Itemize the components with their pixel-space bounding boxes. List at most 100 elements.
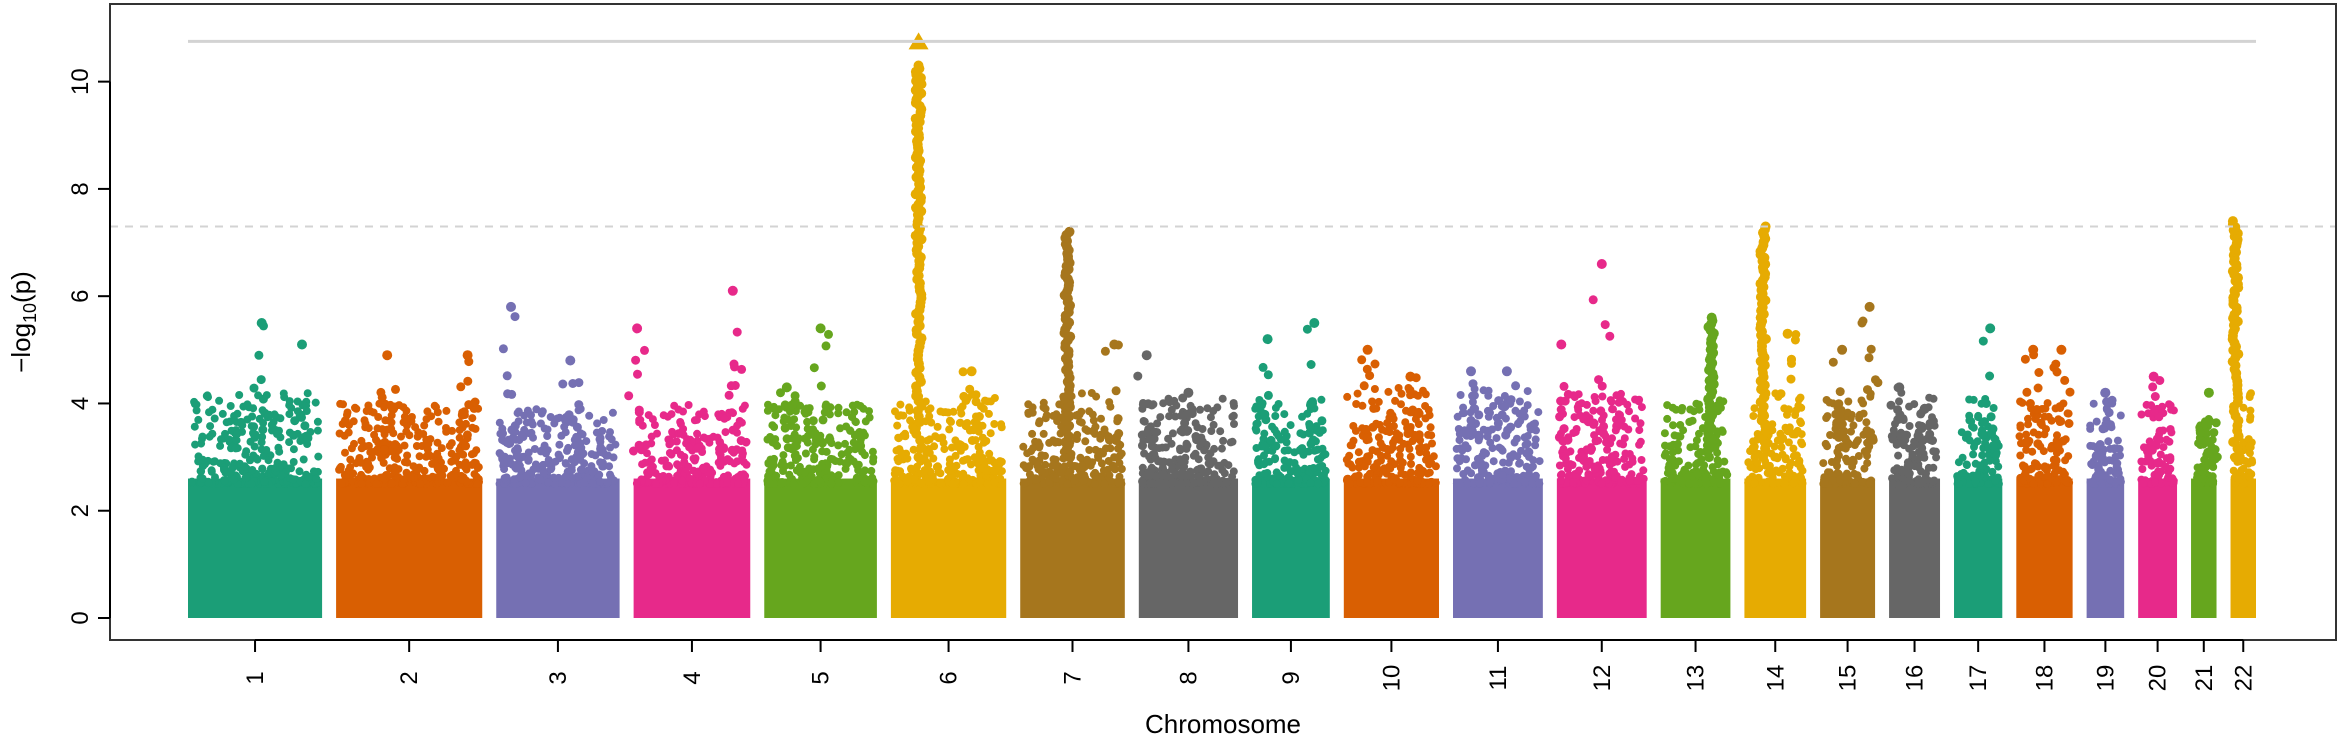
snp-point <box>939 408 948 417</box>
peak-snp-point <box>632 323 643 334</box>
snp-point <box>589 479 598 488</box>
snp-point <box>2040 412 2049 421</box>
snp-point <box>1843 408 1852 417</box>
snp-point <box>300 421 310 431</box>
snp-point <box>2089 479 2098 488</box>
snp-point <box>1019 442 1028 451</box>
snp-point <box>1460 409 1468 418</box>
snp-point <box>1955 479 1964 488</box>
snp-point <box>1827 458 1836 466</box>
snp-point <box>1182 426 1192 436</box>
snp-point <box>2052 367 2062 377</box>
snp-point <box>1456 391 1465 399</box>
snp-point <box>246 437 255 446</box>
snp-point <box>1974 411 1983 420</box>
snp-point <box>2053 431 2061 440</box>
snp-point <box>738 446 747 455</box>
snp-point <box>1100 479 1109 488</box>
snp-point <box>705 438 714 447</box>
x-tick-label: 6 <box>936 671 963 684</box>
snp-point <box>264 410 274 420</box>
snp-point <box>860 466 869 475</box>
snp-point <box>1156 413 1165 422</box>
snp-point <box>1425 411 1434 420</box>
snp-point <box>1455 436 1464 445</box>
snp-point <box>520 411 529 420</box>
snp-point <box>422 440 431 449</box>
snp-point <box>1795 395 1803 404</box>
snp-point <box>1617 389 1625 398</box>
snp-point <box>1850 469 1859 478</box>
snp-point <box>555 440 564 449</box>
snp-point <box>285 438 294 447</box>
snp-point <box>433 463 442 472</box>
snp-point <box>388 479 397 488</box>
snp-point <box>1272 479 1281 488</box>
snp-point <box>1862 418 1871 427</box>
snp-point <box>1769 479 1778 488</box>
snp-point <box>1373 459 1382 468</box>
snp-point <box>2166 425 2175 434</box>
snp-point <box>1258 362 1268 372</box>
snp-point <box>1041 451 1049 460</box>
snp-point <box>1680 465 1689 474</box>
peak-snp-point <box>1864 301 1875 312</box>
snp-point <box>190 422 199 431</box>
snp-point <box>1218 394 1227 403</box>
snp-point <box>210 457 219 466</box>
snp-point <box>1863 459 1872 468</box>
snp-point <box>538 407 547 416</box>
snp-point <box>1346 441 1355 450</box>
snp-point <box>1426 423 1435 432</box>
snp-point <box>1284 479 1293 488</box>
snp-point <box>210 414 219 423</box>
snp-point <box>1834 432 1844 442</box>
peak-snp-point <box>297 339 307 350</box>
snp-point <box>1693 470 1702 478</box>
snp-point <box>1987 428 1996 438</box>
snp-point <box>1520 406 1529 415</box>
snp-point <box>1100 346 1110 356</box>
snp-point <box>2159 443 2168 452</box>
snp-point <box>561 472 570 481</box>
snp-point <box>983 479 992 488</box>
snp-point <box>2065 387 2075 397</box>
snp-point <box>1571 428 1580 437</box>
snp-point <box>498 429 507 438</box>
snp-point <box>1663 401 1672 410</box>
chromosome-21-dense-band <box>2191 478 2217 618</box>
snp-point <box>1560 396 1570 406</box>
snp-point <box>1039 429 1048 438</box>
snp-point <box>982 437 991 445</box>
snp-point <box>1191 432 1201 441</box>
snp-point <box>1097 414 1105 423</box>
snp-point <box>1639 474 1648 483</box>
snp-point <box>1510 479 1519 488</box>
snp-point <box>459 450 468 459</box>
snp-point <box>903 454 912 463</box>
snp-point <box>894 412 903 420</box>
chromosome-4-points <box>624 285 751 618</box>
snp-point <box>346 455 355 464</box>
snp-point <box>198 474 207 483</box>
snp-point <box>259 419 268 427</box>
snp-point <box>1154 457 1163 466</box>
snp-point <box>2041 404 2050 413</box>
snp-point <box>1111 465 1119 474</box>
snp-point <box>1143 399 1153 409</box>
snp-point <box>1528 479 1537 488</box>
snp-point <box>1692 399 1701 408</box>
snp-point <box>303 389 312 398</box>
snp-point <box>422 415 431 424</box>
snp-point <box>814 464 823 473</box>
snp-point <box>1625 407 1633 416</box>
snp-point <box>1925 429 1935 439</box>
chromosome-18-points <box>2015 344 2075 618</box>
snp-point <box>1685 479 1694 488</box>
snp-point <box>2106 475 2115 484</box>
snp-point <box>1506 395 1516 405</box>
chromosome-3-dense-band <box>496 478 620 618</box>
snp-point <box>1422 449 1431 458</box>
peak-snp-point <box>2100 387 2111 398</box>
snp-point <box>2053 440 2063 450</box>
